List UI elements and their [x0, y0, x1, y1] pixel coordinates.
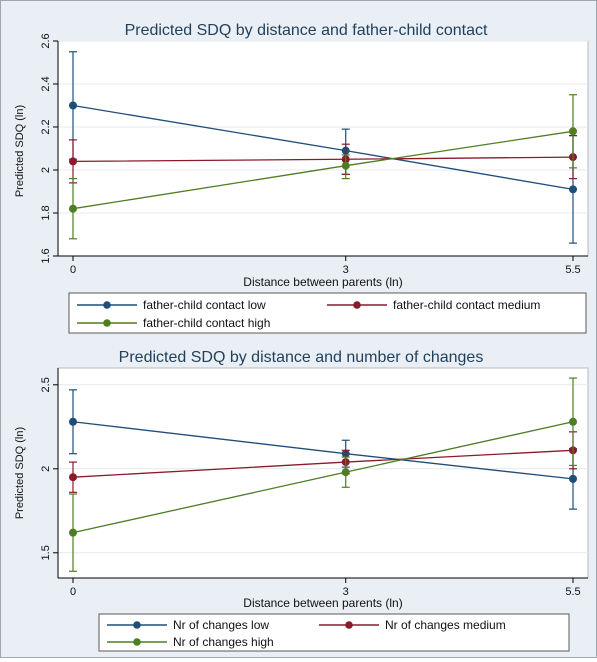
chart-2-gridlines [58, 384, 588, 554]
chart-2-x-tick-label: 5.5 [565, 586, 580, 598]
chart-2-y-tick-label: 2.5 [40, 377, 52, 392]
chart-1: Predicted SDQ by distance and father-chi… [14, 22, 589, 334]
chart-1-y-tick-label: 2.2 [40, 119, 52, 134]
chart-2-legend-item-high: Nr of changes high [107, 635, 274, 649]
chart-1-data-point [569, 185, 577, 194]
legend-marker [133, 638, 141, 646]
legend-marker [133, 621, 141, 629]
chart-2-legend-label-low: Nr of changes low [173, 618, 269, 632]
chart-1-y-tick-label: 2 [40, 167, 52, 173]
chart-2-y-label: Predicted SDQ (ln) [14, 427, 26, 519]
chart-2-y-ticks: 1.5 2 2.5 [40, 377, 58, 560]
chart-2-y-tick-label: 1.5 [40, 545, 52, 560]
legend-marker [103, 319, 111, 327]
chart-1-legend-label-medium: father-child contact medium [393, 298, 540, 312]
chart-1-series-3 [69, 94, 577, 240]
legend-marker [103, 301, 111, 309]
chart-1-y-tick-label: 2.4 [40, 76, 52, 91]
chart-1-y-tick-label: 2.6 [40, 33, 52, 48]
chart-2-x-tick-label: 0 [70, 586, 76, 598]
chart-2: Predicted SDQ by distance and number of … [14, 349, 589, 652]
chart-1-legend-item-low: father-child contact low [77, 298, 266, 312]
chart-1-x-tick-label: 5.5 [565, 264, 580, 276]
chart-2-x-ticks: 0 3 5.5 [70, 578, 581, 598]
chart-2-title: Predicted SDQ by distance and number of … [119, 349, 484, 366]
chart-1-x-label: Distance between parents (ln) [243, 275, 402, 289]
chart-1-data-point [341, 161, 350, 170]
chart-1-series [69, 51, 577, 244]
chart-1-y-label: Predicted SDQ (ln) [14, 105, 26, 197]
chart-1-y-ticks: 1.6 1.8 2 2.2 2.4 2.6 [40, 33, 58, 264]
chart-1-x-tick-label: 0 [70, 264, 76, 276]
legend-marker [345, 621, 353, 629]
chart-1-legend-item-medium: father-child contact medium [327, 298, 540, 312]
chart-2-data-point [69, 528, 77, 537]
chart-1-y-tick-label: 1.8 [40, 205, 52, 220]
chart-1-data-point [69, 101, 77, 110]
chart-2-y-tick-label: 2 [40, 466, 52, 472]
chart-1-legend-box [68, 292, 587, 334]
chart-2-data-point [69, 417, 77, 426]
chart-1-x-ticks: 0 3 5.5 [70, 256, 581, 276]
chart-2-legend-item-medium: Nr of changes medium [319, 618, 506, 632]
chart-2-legend-label-medium: Nr of changes medium [385, 618, 506, 632]
chart-1-x-tick-label: 3 [343, 264, 349, 276]
legend-marker [353, 301, 361, 309]
chart-1-title: Predicted SDQ by distance and father-chi… [125, 22, 488, 39]
chart-2-data-point [69, 473, 77, 482]
chart-2-legend-label-high: Nr of changes high [173, 635, 274, 649]
chart-1-legend-label-high: father-child contact high [143, 316, 270, 330]
chart-2-legend-item-low: Nr of changes low [107, 618, 269, 632]
chart-1-y-tick-label: 1.6 [40, 248, 52, 263]
chart-2-series-3 [69, 377, 577, 572]
chart-1-legend-item-high: father-child contact high [77, 316, 270, 330]
chart-2-legend-box [98, 613, 570, 652]
chart-2-data-point [569, 474, 577, 483]
chart-2-data-point [569, 417, 577, 426]
chart-1-data-point [69, 157, 77, 166]
chart-2-x-label: Distance between parents (ln) [243, 596, 402, 610]
chart-1-data-point [69, 204, 77, 213]
chart-2-x-tick-label: 3 [343, 586, 349, 598]
chart-2-plot-area [57, 367, 589, 579]
chart-1-legend-label-low: father-child contact low [143, 298, 266, 312]
chart-2-data-point [341, 468, 350, 477]
chart-1-plot-area [57, 40, 589, 257]
chart-2-series [69, 377, 577, 572]
chart-1-data-point [569, 127, 577, 136]
